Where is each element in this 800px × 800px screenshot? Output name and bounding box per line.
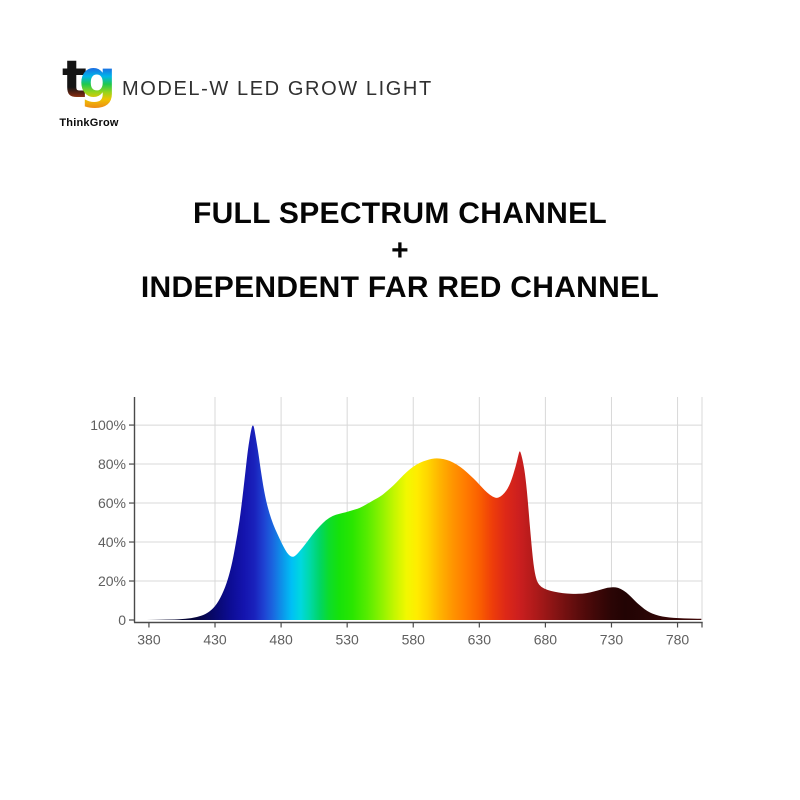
x-tick-label: 780 (666, 632, 690, 648)
y-tick-label: 60% (98, 495, 126, 511)
spectrum-chart: 380 430 480 530 580 630 680 730 780 0 20% 40% 60% 80%… (86, 391, 734, 659)
logo-letter-g: g (79, 54, 116, 110)
x-tick-label: 730 (600, 632, 624, 648)
ticks (129, 424, 703, 628)
y-tick-label: 0 (118, 612, 126, 628)
x-tick-label: 480 (269, 632, 293, 648)
y-tick-label: 20% (98, 573, 126, 589)
tick-labels: 380 430 480 530 580 630 680 730 780 0 20% 40% 60% 80%… (90, 417, 689, 647)
spectrum-chart-canvas: 380 430 480 530 580 630 680 730 780 0 20% 40% 60% 80%… (90, 397, 703, 648)
logo-letter-t: t (62, 54, 87, 110)
headline-line2: INDEPENDENT FAR RED CHANNEL (140, 271, 660, 304)
headline-plus: + (391, 234, 409, 267)
x-tick-label: 680 (534, 632, 558, 648)
headline: FULL SPECTRUM CHANNEL + INDEPENDENT FAR … (0, 195, 800, 306)
thinkgrow-logo-icon: tg (62, 54, 116, 110)
product-title: MODEL-W LED GROW LIGHT (122, 78, 433, 100)
x-tick-label: 630 (468, 632, 492, 648)
x-tick-label: 580 (402, 632, 426, 648)
y-tick-label: 80% (98, 456, 126, 472)
axes (133, 397, 703, 624)
x-tick-label: 430 (203, 632, 227, 648)
spectrum-area (138, 425, 702, 620)
headline-line1: FULL SPECTRUM CHANNEL (192, 197, 608, 230)
x-tick-label: 530 (335, 632, 359, 648)
brand-name: ThinkGrow (59, 117, 119, 129)
y-tick-label: 100% (90, 417, 126, 433)
y-tick-label: 40% (98, 534, 126, 550)
x-tick-label: 380 (137, 632, 161, 648)
